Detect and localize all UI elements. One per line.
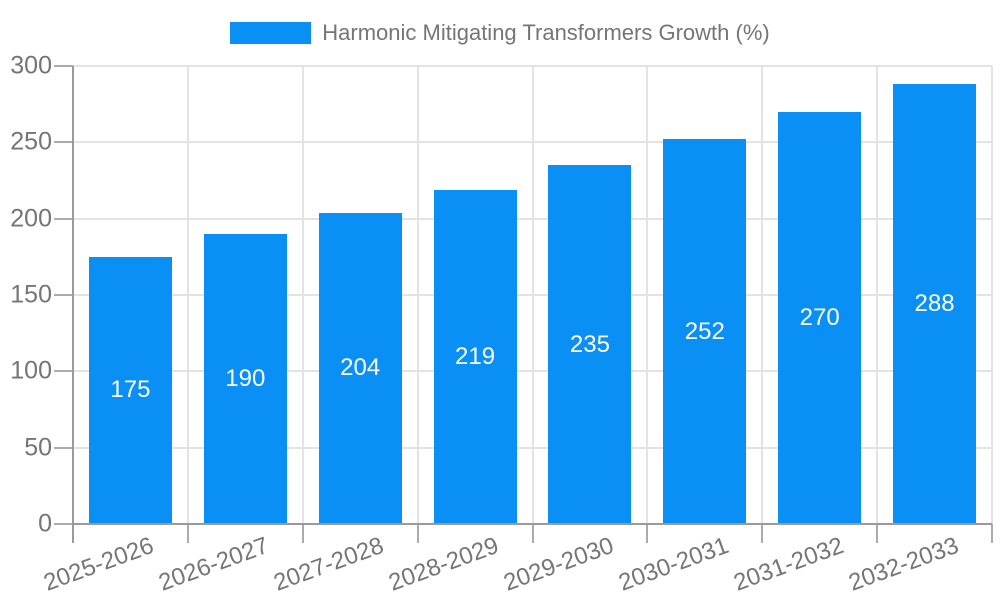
- bar[interactable]: 235: [548, 165, 632, 524]
- bar[interactable]: 204: [318, 212, 402, 524]
- bar-value-label: 252: [684, 317, 725, 345]
- bar-value-label: 235: [569, 330, 610, 358]
- bar[interactable]: 252: [663, 139, 747, 524]
- y-tick: [54, 370, 73, 373]
- x-tick-label: 2029-2030: [500, 532, 618, 597]
- y-tick: [54, 65, 73, 67]
- x-tick-label: 2028-2029: [385, 532, 503, 597]
- bar[interactable]: 270: [778, 111, 862, 524]
- x-gridline: [186, 66, 189, 524]
- x-tick: [991, 524, 993, 543]
- x-tick: [531, 524, 534, 543]
- x-tick-label: 2032-2033: [844, 532, 962, 597]
- y-tick-label: 300: [10, 51, 52, 80]
- y-tick: [54, 523, 73, 525]
- x-tick-label: 2027-2028: [270, 532, 388, 597]
- bar[interactable]: 288: [893, 84, 977, 524]
- x-tick: [646, 524, 649, 543]
- y-tick-label: 100: [10, 356, 52, 385]
- bar[interactable]: 190: [203, 233, 287, 524]
- x-tick: [876, 524, 879, 543]
- y-tick-label: 250: [10, 127, 52, 156]
- y-tick: [54, 294, 73, 296]
- bar-value-label: 288: [914, 290, 955, 318]
- x-tick-label: 2025-2026: [40, 532, 158, 597]
- x-gridline: [646, 66, 649, 524]
- bar[interactable]: 219: [433, 189, 517, 524]
- x-tick-label: 2031-2032: [729, 532, 847, 597]
- x-gridline: [531, 66, 534, 524]
- x-tick: [416, 524, 419, 543]
- bar-value-label: 190: [225, 364, 266, 392]
- y-tick-label: 50: [24, 433, 52, 462]
- y-axis-line: [72, 66, 74, 543]
- x-axis-line: [72, 523, 992, 525]
- y-tick-label: 200: [10, 204, 52, 233]
- bar-value-label: 219: [455, 342, 496, 370]
- bar-value-label: 175: [110, 376, 151, 404]
- x-gridline: [876, 66, 879, 524]
- x-tick-label: 2030-2031: [614, 532, 733, 597]
- x-gridline: [301, 66, 304, 524]
- legend-swatch: [230, 22, 312, 44]
- x-gridline: [991, 66, 993, 524]
- legend[interactable]: Harmonic Mitigating Transformers Growth …: [0, 20, 1000, 45]
- x-tick-label: 2026-2027: [155, 532, 273, 597]
- y-tick: [54, 446, 73, 449]
- bar-value-label: 204: [340, 354, 381, 382]
- x-tick: [761, 524, 764, 543]
- y-tick-label: 150: [10, 280, 52, 309]
- y-tick: [54, 217, 73, 220]
- x-gridline: [416, 66, 419, 524]
- x-tick: [186, 524, 189, 543]
- legend-label: Harmonic Mitigating Transformers Growth …: [322, 20, 770, 45]
- bar-value-label: 270: [799, 303, 840, 331]
- y-tick-label: 0: [38, 509, 52, 538]
- x-gridline: [761, 66, 764, 524]
- bar[interactable]: 175: [88, 256, 172, 524]
- x-tick: [301, 524, 304, 543]
- y-tick: [54, 141, 73, 144]
